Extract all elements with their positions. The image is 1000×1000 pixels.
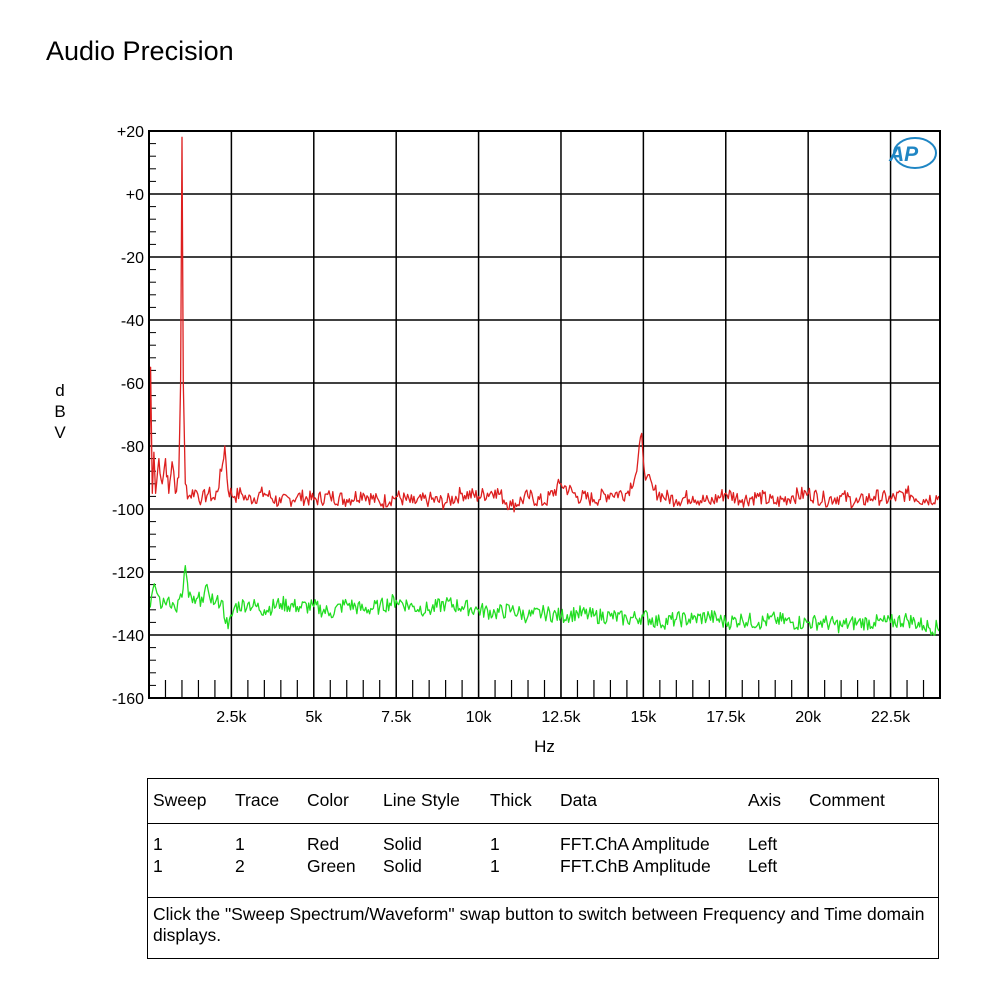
y-axis-label-char: V <box>54 423 66 442</box>
x-tick-label: 17.5k <box>706 709 746 726</box>
x-tick-label: 10k <box>466 709 493 726</box>
y-axis-label-char: d <box>55 381 64 400</box>
legend-row-2-line-style: Solid <box>383 856 422 876</box>
legend-row-2-data: FFT.ChB Amplitude <box>560 856 711 876</box>
x-tick-label: 7.5k <box>381 709 412 726</box>
series-line-2 <box>148 565 941 636</box>
page-title: Audio Precision <box>46 36 234 66</box>
legend-row-1-data: FFT.ChA Amplitude <box>560 834 710 854</box>
x-tick-label: 5k <box>305 709 323 726</box>
legend-row-2-color: Green <box>307 856 356 876</box>
legend-row-2-thick: 1 <box>490 856 500 876</box>
legend-row-1-color: Red <box>307 834 340 854</box>
legend-row-1-line-style: Solid <box>383 834 422 854</box>
legend-row-2-trace: 2 <box>235 856 245 876</box>
plot-area <box>148 136 941 636</box>
legend-row-1-trace: 1 <box>235 834 245 854</box>
legend-row-1-sweep: 1 <box>153 834 163 854</box>
legend-header-data: Data <box>560 790 597 810</box>
series-line-1 <box>148 136 941 513</box>
x-tick-labels: 2.5k 5k 7.5k 10k 12.5k 15k 17.5k 20k 22.5k <box>216 709 911 726</box>
legend-row-1-axis: Left <box>748 834 778 854</box>
x-tick-label: 20k <box>795 709 822 726</box>
fft-chart: +20 +0 -20 -40 -60 -80 -100 -120 -140 -160 2.5k 5k… <box>54 124 941 756</box>
legend-row-2-axis: Left <box>748 856 778 876</box>
legend-table: Sweep Trace Color Line Style Thick Data … <box>147 778 939 959</box>
legend-header-line-style: Line Style <box>383 790 460 810</box>
plot-border <box>148 130 941 699</box>
legend-header-comment: Comment <box>809 790 885 810</box>
x-tick-label: 2.5k <box>216 709 247 726</box>
y-tick-label: +0 <box>126 187 144 204</box>
legend-header-sweep: Sweep <box>153 790 207 810</box>
y-axis-label-char: B <box>54 402 65 421</box>
ap-logo: AP <box>885 134 939 174</box>
ap-logo-text: AP <box>888 143 919 166</box>
y-axis-label: dBV <box>54 381 66 442</box>
x-tick-label: 15k <box>630 709 657 726</box>
legend-row-1-thick: 1 <box>490 834 500 854</box>
x-tick-label: 12.5k <box>541 709 581 726</box>
legend-header-thick: Thick <box>490 790 532 810</box>
y-tick-label: -140 <box>112 628 144 645</box>
y-tick-label: -120 <box>112 565 144 582</box>
y-tick-label: -20 <box>121 250 144 267</box>
legend-header-color: Color <box>307 790 349 810</box>
y-tick-label: -60 <box>121 376 144 393</box>
legend-header-axis: Axis <box>748 790 782 810</box>
y-tick-label: -40 <box>121 313 144 330</box>
legend-row-2-sweep: 1 <box>153 856 163 876</box>
legend-note: Click the "Sweep Spectrum/Waveform" swap… <box>153 904 925 945</box>
legend-header-trace: Trace <box>235 790 280 810</box>
legend-rows <box>148 823 938 898</box>
y-tick-labels: +20 +0 -20 -40 -60 -80 -100 -120 -140 -160 <box>112 124 144 708</box>
legend-header-row: Sweep Trace Color Line Style Thick Data … <box>148 779 938 824</box>
y-tick-label: +20 <box>117 124 144 141</box>
y-tick-label: -80 <box>121 439 144 456</box>
x-tick-label: 22.5k <box>871 709 911 726</box>
x-axis-label: Hz <box>534 737 555 756</box>
y-tick-label: -100 <box>112 502 144 519</box>
y-tick-label: -160 <box>112 691 144 708</box>
